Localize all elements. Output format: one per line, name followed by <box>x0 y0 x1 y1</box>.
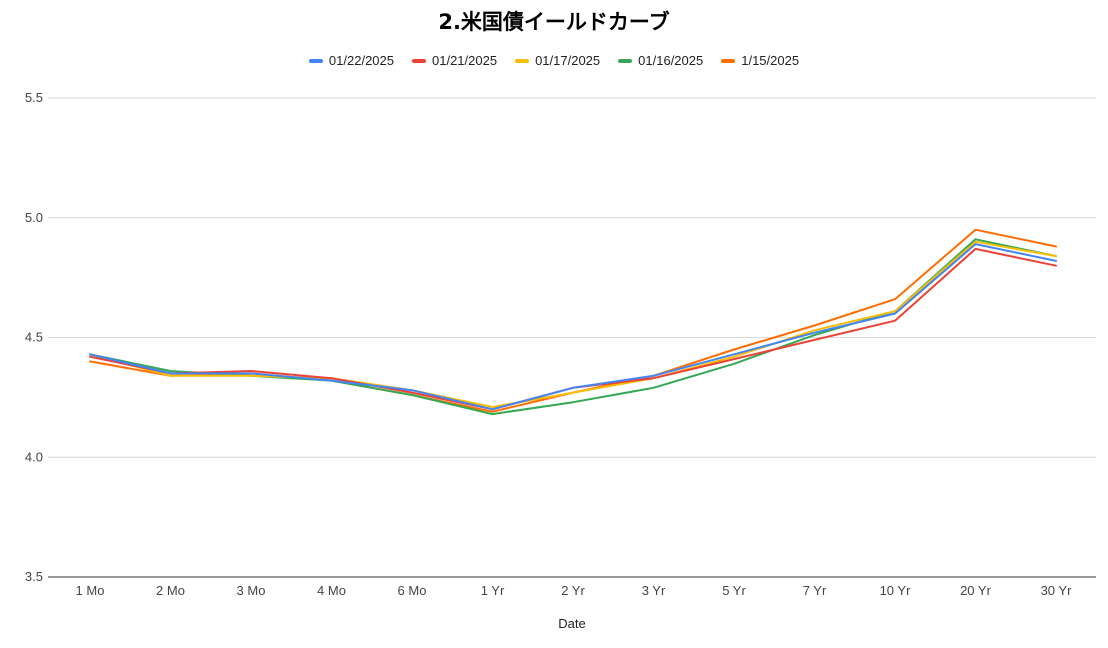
legend-swatch <box>308 58 323 63</box>
x-tick-label: 4 Mo <box>317 583 346 598</box>
x-tick-label: 10 Yr <box>880 583 912 598</box>
legend-item[interactable]: 01/16/2025 <box>618 53 703 68</box>
legend-label: 01/21/2025 <box>432 53 498 68</box>
legend-swatch <box>618 58 633 63</box>
series-line-1 <box>89 243 1057 411</box>
x-tick-label: 20 Yr <box>960 583 992 598</box>
legend-label: 01/22/2025 <box>328 53 394 68</box>
y-tick-label: 4.5 <box>25 330 43 345</box>
y-tick-label: 3.5 <box>25 569 43 584</box>
x-tick-label: 3 Yr <box>642 583 666 598</box>
x-tick-label: 30 Yr <box>1041 583 1073 598</box>
x-tick-label: 1 Mo <box>76 583 105 598</box>
legend-item[interactable]: 1/15/2025 <box>721 53 799 68</box>
y-tick-label: 5.5 <box>25 90 43 105</box>
series-line-3 <box>89 240 1057 408</box>
x-tick-label: 1 Yr <box>481 583 505 598</box>
series-line-5 <box>89 228 1057 413</box>
y-tick-label: 4.0 <box>25 449 43 464</box>
x-tick-label: 6 Mo <box>398 583 427 598</box>
x-axis-title: Date <box>558 616 585 631</box>
legend-swatch <box>412 58 426 63</box>
x-tick-label: 3 Mo <box>237 583 266 598</box>
legend-swatch <box>515 58 530 63</box>
x-tick-label: 5 Yr <box>722 583 746 598</box>
x-tick-label: 7 Yr <box>803 583 827 598</box>
legend-item[interactable]: 01/22/2025 <box>308 53 394 68</box>
y-tick-label: 5.0 <box>25 210 43 225</box>
legend-label: 01/17/2025 <box>535 53 601 68</box>
chart-title: 2.米国債イールドカーブ <box>438 10 670 34</box>
legend-swatch <box>721 58 736 63</box>
legend-label: 1/15/2025 <box>741 53 800 68</box>
series-line-2 <box>89 247 1057 411</box>
legend: 01/22/2025 01/21/2025 01/17/2025 01/16/2025… <box>0 53 1108 68</box>
legend-item[interactable]: 01/21/2025 <box>412 53 497 68</box>
x-tick-label: 2 Yr <box>561 583 585 598</box>
legend-label: 01/16/2025 <box>638 53 704 68</box>
x-tick-label: 2 Mo <box>156 583 185 598</box>
legend-item[interactable]: 01/17/2025 <box>515 53 600 68</box>
